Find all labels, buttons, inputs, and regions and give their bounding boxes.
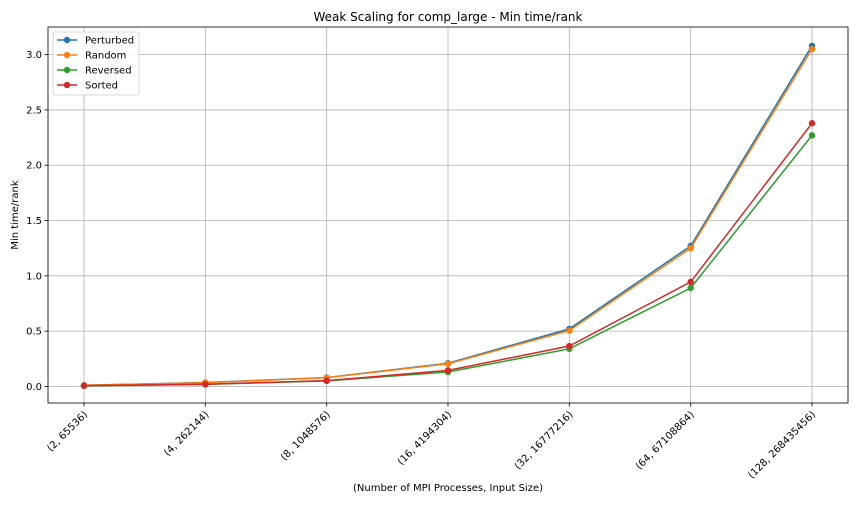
chart-title: Weak Scaling for comp_large - Min time/r… bbox=[314, 10, 583, 24]
y-tick-label: 2.5 bbox=[26, 105, 42, 116]
data-point bbox=[808, 132, 816, 139]
legend-label: Sorted bbox=[85, 81, 118, 92]
data-point bbox=[323, 377, 330, 384]
legend: Perturbed Random Reversed Sorted bbox=[52, 31, 140, 96]
data-point bbox=[566, 342, 573, 350]
y-tick-label: 1.5 bbox=[26, 216, 42, 227]
plot-area-frame bbox=[47, 26, 849, 404]
data-point bbox=[687, 244, 694, 252]
data-point bbox=[687, 284, 694, 292]
legend-item-random: Random bbox=[57, 51, 126, 62]
y-axis-ticks: 0.0 0.5 1.0 1.5 2.0 2.5 3.0 bbox=[26, 50, 48, 393]
data-point bbox=[566, 327, 573, 334]
data-point bbox=[80, 382, 88, 389]
series-sorted bbox=[80, 120, 816, 389]
x-axis-label: (Number of MPI Processes, Input Size) bbox=[353, 483, 543, 494]
legend-item-perturbed: Perturbed bbox=[57, 36, 134, 47]
data-point bbox=[444, 360, 452, 367]
series-layer bbox=[80, 42, 816, 390]
y-tick-label: 0.5 bbox=[26, 327, 42, 338]
y-tick-label: 1.0 bbox=[26, 271, 42, 282]
legend-marker bbox=[63, 81, 71, 89]
legend-marker bbox=[63, 36, 71, 44]
y-tick-label: 2.0 bbox=[26, 161, 42, 172]
data-point bbox=[808, 45, 816, 53]
legend-marker bbox=[63, 51, 71, 59]
legend-box bbox=[52, 31, 140, 96]
y-tick-label: 3.0 bbox=[26, 50, 42, 61]
legend-marker bbox=[63, 66, 71, 74]
legend-item-reversed: Reversed bbox=[57, 66, 132, 77]
legend-label: Reversed bbox=[85, 66, 132, 77]
data-point bbox=[444, 367, 452, 374]
data-point bbox=[687, 278, 694, 286]
data-point bbox=[808, 120, 816, 127]
legend-item-sorted: Sorted bbox=[57, 81, 118, 92]
legend-label: Perturbed bbox=[85, 36, 134, 47]
y-tick-label: 0.0 bbox=[26, 382, 42, 393]
y-axis-label: Min time/rank bbox=[10, 180, 21, 249]
legend-label: Random bbox=[85, 51, 126, 62]
data-point bbox=[202, 381, 209, 388]
